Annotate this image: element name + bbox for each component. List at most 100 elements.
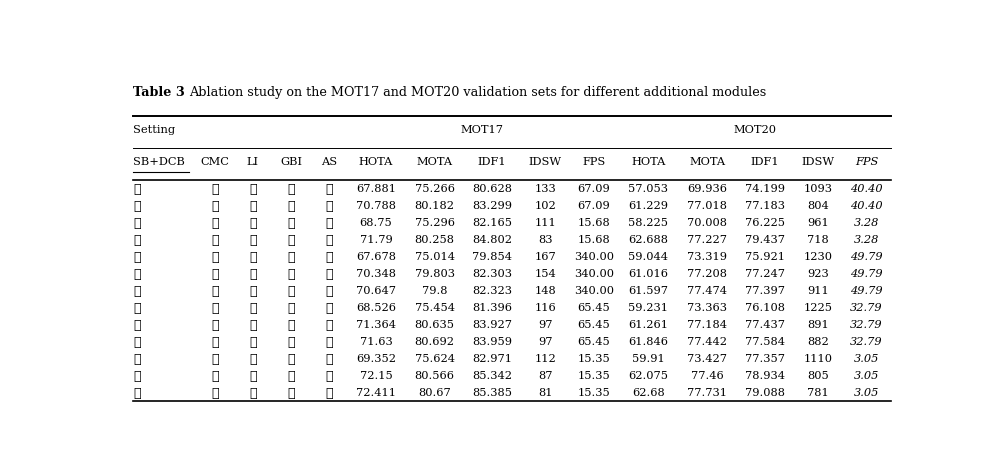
- Text: 82.165: 82.165: [472, 218, 512, 228]
- Text: 40.40: 40.40: [850, 201, 883, 211]
- Text: ✓: ✓: [211, 319, 219, 332]
- Text: 65.45: 65.45: [578, 337, 610, 347]
- Text: 85.342: 85.342: [472, 371, 512, 381]
- Text: 61.597: 61.597: [628, 286, 668, 296]
- Text: 75.454: 75.454: [414, 303, 454, 313]
- Text: 77.357: 77.357: [745, 354, 784, 364]
- Text: ✗: ✗: [249, 302, 256, 315]
- Text: IDF1: IDF1: [478, 157, 507, 167]
- Text: ✗: ✗: [287, 319, 295, 332]
- Text: 76.108: 76.108: [745, 303, 784, 313]
- Text: ✓: ✓: [211, 387, 219, 400]
- Text: ✓: ✓: [287, 336, 295, 349]
- Text: 83.959: 83.959: [472, 337, 512, 347]
- Text: ✗: ✗: [211, 250, 219, 264]
- Text: 1225: 1225: [803, 303, 832, 313]
- Text: ✗: ✗: [249, 336, 256, 349]
- Text: 72.15: 72.15: [360, 371, 393, 381]
- Text: LI: LI: [247, 157, 258, 167]
- Text: 74.199: 74.199: [745, 184, 784, 194]
- Text: ✓: ✓: [287, 285, 295, 298]
- Text: 911: 911: [807, 286, 829, 296]
- Text: ✗: ✗: [325, 336, 333, 349]
- Text: IDSW: IDSW: [801, 157, 834, 167]
- Text: 69.352: 69.352: [356, 354, 396, 364]
- Text: 62.688: 62.688: [628, 235, 668, 245]
- Text: ✗: ✗: [133, 200, 141, 213]
- Text: 61.261: 61.261: [628, 320, 668, 330]
- Text: 1230: 1230: [803, 252, 832, 262]
- Text: ✗: ✗: [249, 285, 256, 298]
- Text: 57.053: 57.053: [628, 184, 668, 194]
- Text: 77.731: 77.731: [687, 388, 728, 398]
- Text: 167: 167: [535, 252, 557, 262]
- Text: HOTA: HOTA: [359, 157, 393, 167]
- Text: ✓: ✓: [211, 234, 219, 247]
- Text: 77.474: 77.474: [687, 286, 728, 296]
- Text: 97: 97: [538, 320, 553, 330]
- Text: 340.00: 340.00: [574, 286, 614, 296]
- Text: ✓: ✓: [249, 268, 256, 281]
- Text: ✓: ✓: [133, 353, 141, 366]
- Text: 1093: 1093: [803, 184, 832, 194]
- Text: ✗: ✗: [249, 353, 256, 366]
- Text: 67.09: 67.09: [578, 184, 610, 194]
- Text: 804: 804: [807, 201, 829, 211]
- Text: 77.183: 77.183: [745, 201, 784, 211]
- Text: 15.35: 15.35: [578, 354, 610, 364]
- Text: 116: 116: [535, 303, 557, 313]
- Text: 85.385: 85.385: [472, 388, 512, 398]
- Text: 32.79: 32.79: [850, 337, 883, 347]
- Text: 77.247: 77.247: [745, 269, 784, 279]
- Text: 70.647: 70.647: [356, 286, 396, 296]
- Text: ✗: ✗: [133, 217, 141, 230]
- Text: ✗: ✗: [287, 217, 295, 230]
- Text: 77.46: 77.46: [691, 371, 724, 381]
- Text: ✓: ✓: [211, 217, 219, 230]
- Text: FPS: FPS: [582, 157, 605, 167]
- Text: 73.427: 73.427: [687, 354, 728, 364]
- Text: IDF1: IDF1: [750, 157, 779, 167]
- Text: 80.182: 80.182: [414, 201, 454, 211]
- Text: ✗: ✗: [133, 183, 141, 196]
- Text: 781: 781: [807, 388, 829, 398]
- Text: 68.75: 68.75: [360, 218, 393, 228]
- Text: 75.014: 75.014: [414, 252, 454, 262]
- Text: CMC: CMC: [201, 157, 230, 167]
- Text: 75.624: 75.624: [414, 354, 454, 364]
- Text: 75.296: 75.296: [414, 218, 454, 228]
- Text: 61.229: 61.229: [628, 201, 668, 211]
- Text: 87: 87: [538, 371, 553, 381]
- Text: ✗: ✗: [249, 387, 256, 400]
- Text: Ablation study on the MOT17 and MOT20 validation sets for different additional m: Ablation study on the MOT17 and MOT20 va…: [189, 87, 766, 100]
- Text: ✓: ✓: [211, 200, 219, 213]
- Text: 3.28: 3.28: [854, 235, 879, 245]
- Text: 80.692: 80.692: [414, 337, 454, 347]
- Text: 78.934: 78.934: [745, 371, 784, 381]
- Text: 15.68: 15.68: [578, 235, 610, 245]
- Text: ✓: ✓: [211, 183, 219, 196]
- Text: IDSW: IDSW: [529, 157, 562, 167]
- Text: 71.79: 71.79: [360, 235, 393, 245]
- Text: ✓: ✓: [133, 370, 141, 383]
- Text: 62.68: 62.68: [632, 388, 665, 398]
- Text: 77.584: 77.584: [745, 337, 784, 347]
- Text: ✓: ✓: [325, 234, 333, 247]
- Text: 59.231: 59.231: [628, 303, 668, 313]
- Text: 80.635: 80.635: [414, 320, 454, 330]
- Text: MOT17: MOT17: [460, 125, 504, 135]
- Text: 15.35: 15.35: [578, 388, 610, 398]
- Text: 154: 154: [535, 269, 557, 279]
- Text: ✗: ✗: [325, 183, 333, 196]
- Text: ✗: ✗: [133, 234, 141, 247]
- Text: ✓: ✓: [325, 217, 333, 230]
- Text: 59.91: 59.91: [632, 354, 665, 364]
- Text: ✗: ✗: [287, 250, 295, 264]
- Text: 718: 718: [807, 235, 829, 245]
- Text: 77.442: 77.442: [687, 337, 728, 347]
- Text: AS: AS: [321, 157, 337, 167]
- Text: ✗: ✗: [287, 353, 295, 366]
- Text: 49.79: 49.79: [850, 286, 883, 296]
- Text: 76.225: 76.225: [745, 218, 784, 228]
- Text: MOTA: MOTA: [416, 157, 453, 167]
